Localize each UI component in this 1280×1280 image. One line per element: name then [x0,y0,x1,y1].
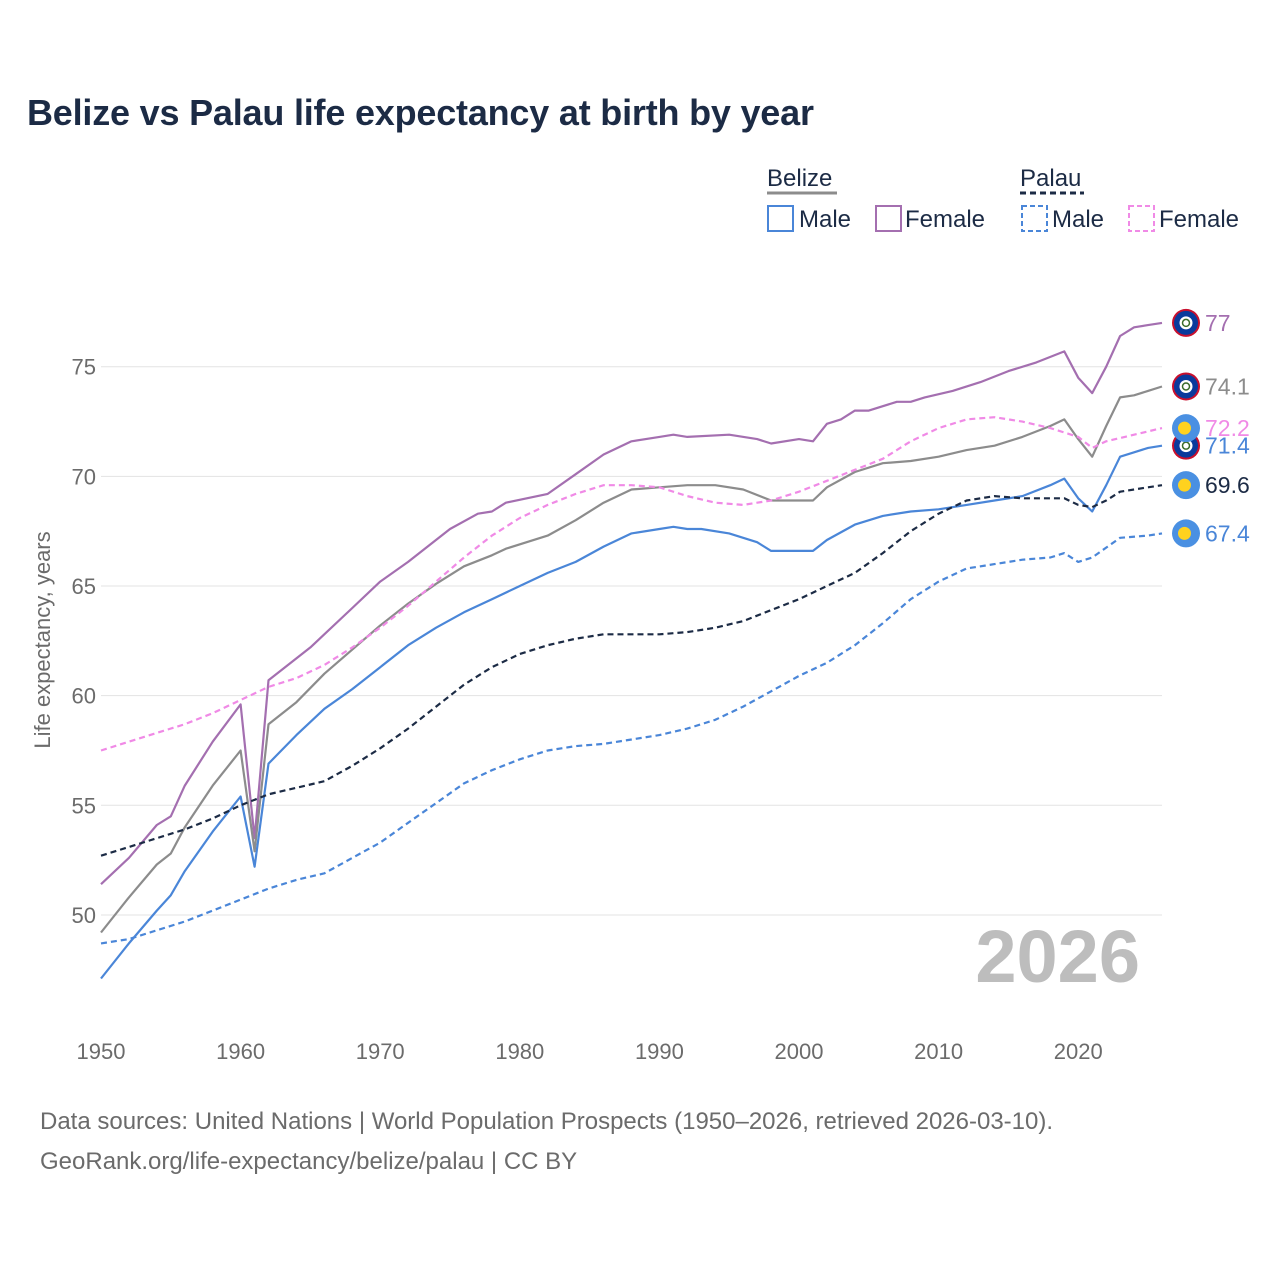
end-label-belize-female: 77 [1205,310,1231,336]
legend-belize-female-label: Female [905,206,985,233]
series-line-belize-total [100,385,1163,934]
end-marker-palau-female [1172,414,1200,443]
series-line-palau-male [100,532,1163,945]
end-label-palau-male: 67.4 [1205,520,1250,546]
end-labels: 77 74.1 71.472.2 69.6 67.4 [1172,308,1250,548]
series-line-palau-total [100,484,1163,857]
end-label-belize-total: 74.1 [1205,373,1250,399]
source-line-2: GeoRank.org/life-expectancy/belize/palau… [40,1148,578,1175]
end-marker-belize-total [1172,372,1200,401]
x-tick-label: 1980 [495,1039,544,1064]
x-tick-label: 2000 [775,1039,824,1064]
x-tick-label: 1970 [356,1039,405,1064]
end-marker-palau-total [1172,471,1200,500]
end-label-palau-female: 72.2 [1205,415,1250,441]
legend-palau-male-swatch [1021,205,1048,232]
y-axis-label: Life expectancy, years [30,531,55,748]
x-tick-label: 1960 [216,1039,265,1064]
x-tick-label: 1990 [635,1039,684,1064]
legend-belize-male-swatch [767,205,794,232]
series-line-palau-female [100,416,1163,752]
y-tick-label: 75 [72,355,96,380]
legend-belize-female-swatch [875,205,902,232]
legend-palau-male-label: Male [1052,206,1104,233]
end-label-palau-total: 69.6 [1205,472,1250,498]
series-line-belize-female [100,321,1163,886]
x-tick-label: 2020 [1054,1039,1103,1064]
y-tick-label: 55 [72,793,96,818]
y-tick-label: 50 [72,903,96,928]
year-watermark: 2026 [975,915,1140,998]
source-line-1: Data sources: United Nations | World Pop… [40,1108,1054,1135]
y-tick-label: 70 [72,464,96,489]
end-marker-palau-male [1172,519,1200,548]
gridlines [101,366,1162,916]
y-tick-label: 60 [72,684,96,709]
end-marker-belize-female [1172,308,1200,337]
page-title: Belize vs Palau life expectancy at birth… [27,92,814,133]
series-line-belize-male [100,444,1163,980]
y-tick-label: 65 [72,574,96,599]
axes: 50 55 60 65 70 75 1950 1960 1970 1980 1990 2000 2010… [30,355,1103,1064]
end-label-belize-male: 71.4 [1205,433,1250,459]
legend: Belize Palau Male Female Male Female [767,165,1239,233]
x-tick-label: 2010 [914,1039,963,1064]
legend-group-palau: Palau [1020,165,1081,192]
legend-palau-female-label: Female [1159,206,1239,233]
legend-belize-male-label: Male [799,206,851,233]
legend-group-belize: Belize [767,165,832,192]
legend-palau-female-swatch [1128,205,1155,232]
series-lines [100,321,1163,980]
x-tick-label: 1950 [77,1039,126,1064]
